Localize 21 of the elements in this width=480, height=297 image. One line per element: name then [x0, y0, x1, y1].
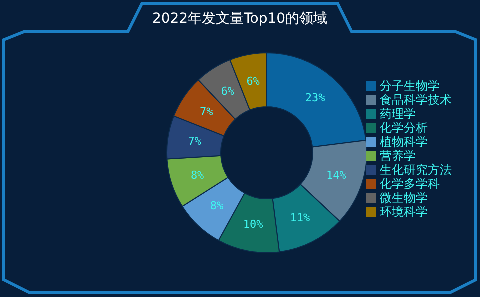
data-label: 10%: [243, 218, 264, 232]
legend-label: 化学多学科: [380, 176, 440, 190]
legend-label: 化学分析: [380, 120, 428, 134]
legend-label: 营养学: [380, 148, 416, 162]
legend-label: 植物科学: [380, 134, 428, 148]
data-label: 7%: [188, 135, 202, 148]
data-label: 6%: [221, 84, 235, 98]
data-label: 6%: [246, 74, 260, 88]
data-label: 8%: [210, 200, 224, 213]
legend-label: 分子生物学: [380, 78, 440, 92]
data-label: 8%: [190, 169, 205, 182]
legend-label: 食品科学技术: [380, 92, 452, 106]
data-label: 7%: [200, 105, 214, 118]
data-label: 23%: [305, 92, 326, 105]
legend-label: 药理学: [380, 106, 416, 120]
data-label: 14%: [326, 169, 347, 182]
legend-label: 环境科学: [380, 204, 428, 218]
data-label: 11%: [290, 212, 310, 225]
legend-label: 生化研究方法: [380, 162, 452, 176]
legend-label: 微生物学: [380, 190, 428, 204]
chart-title: 2022年发文量Top10的领域: [151, 10, 329, 28]
